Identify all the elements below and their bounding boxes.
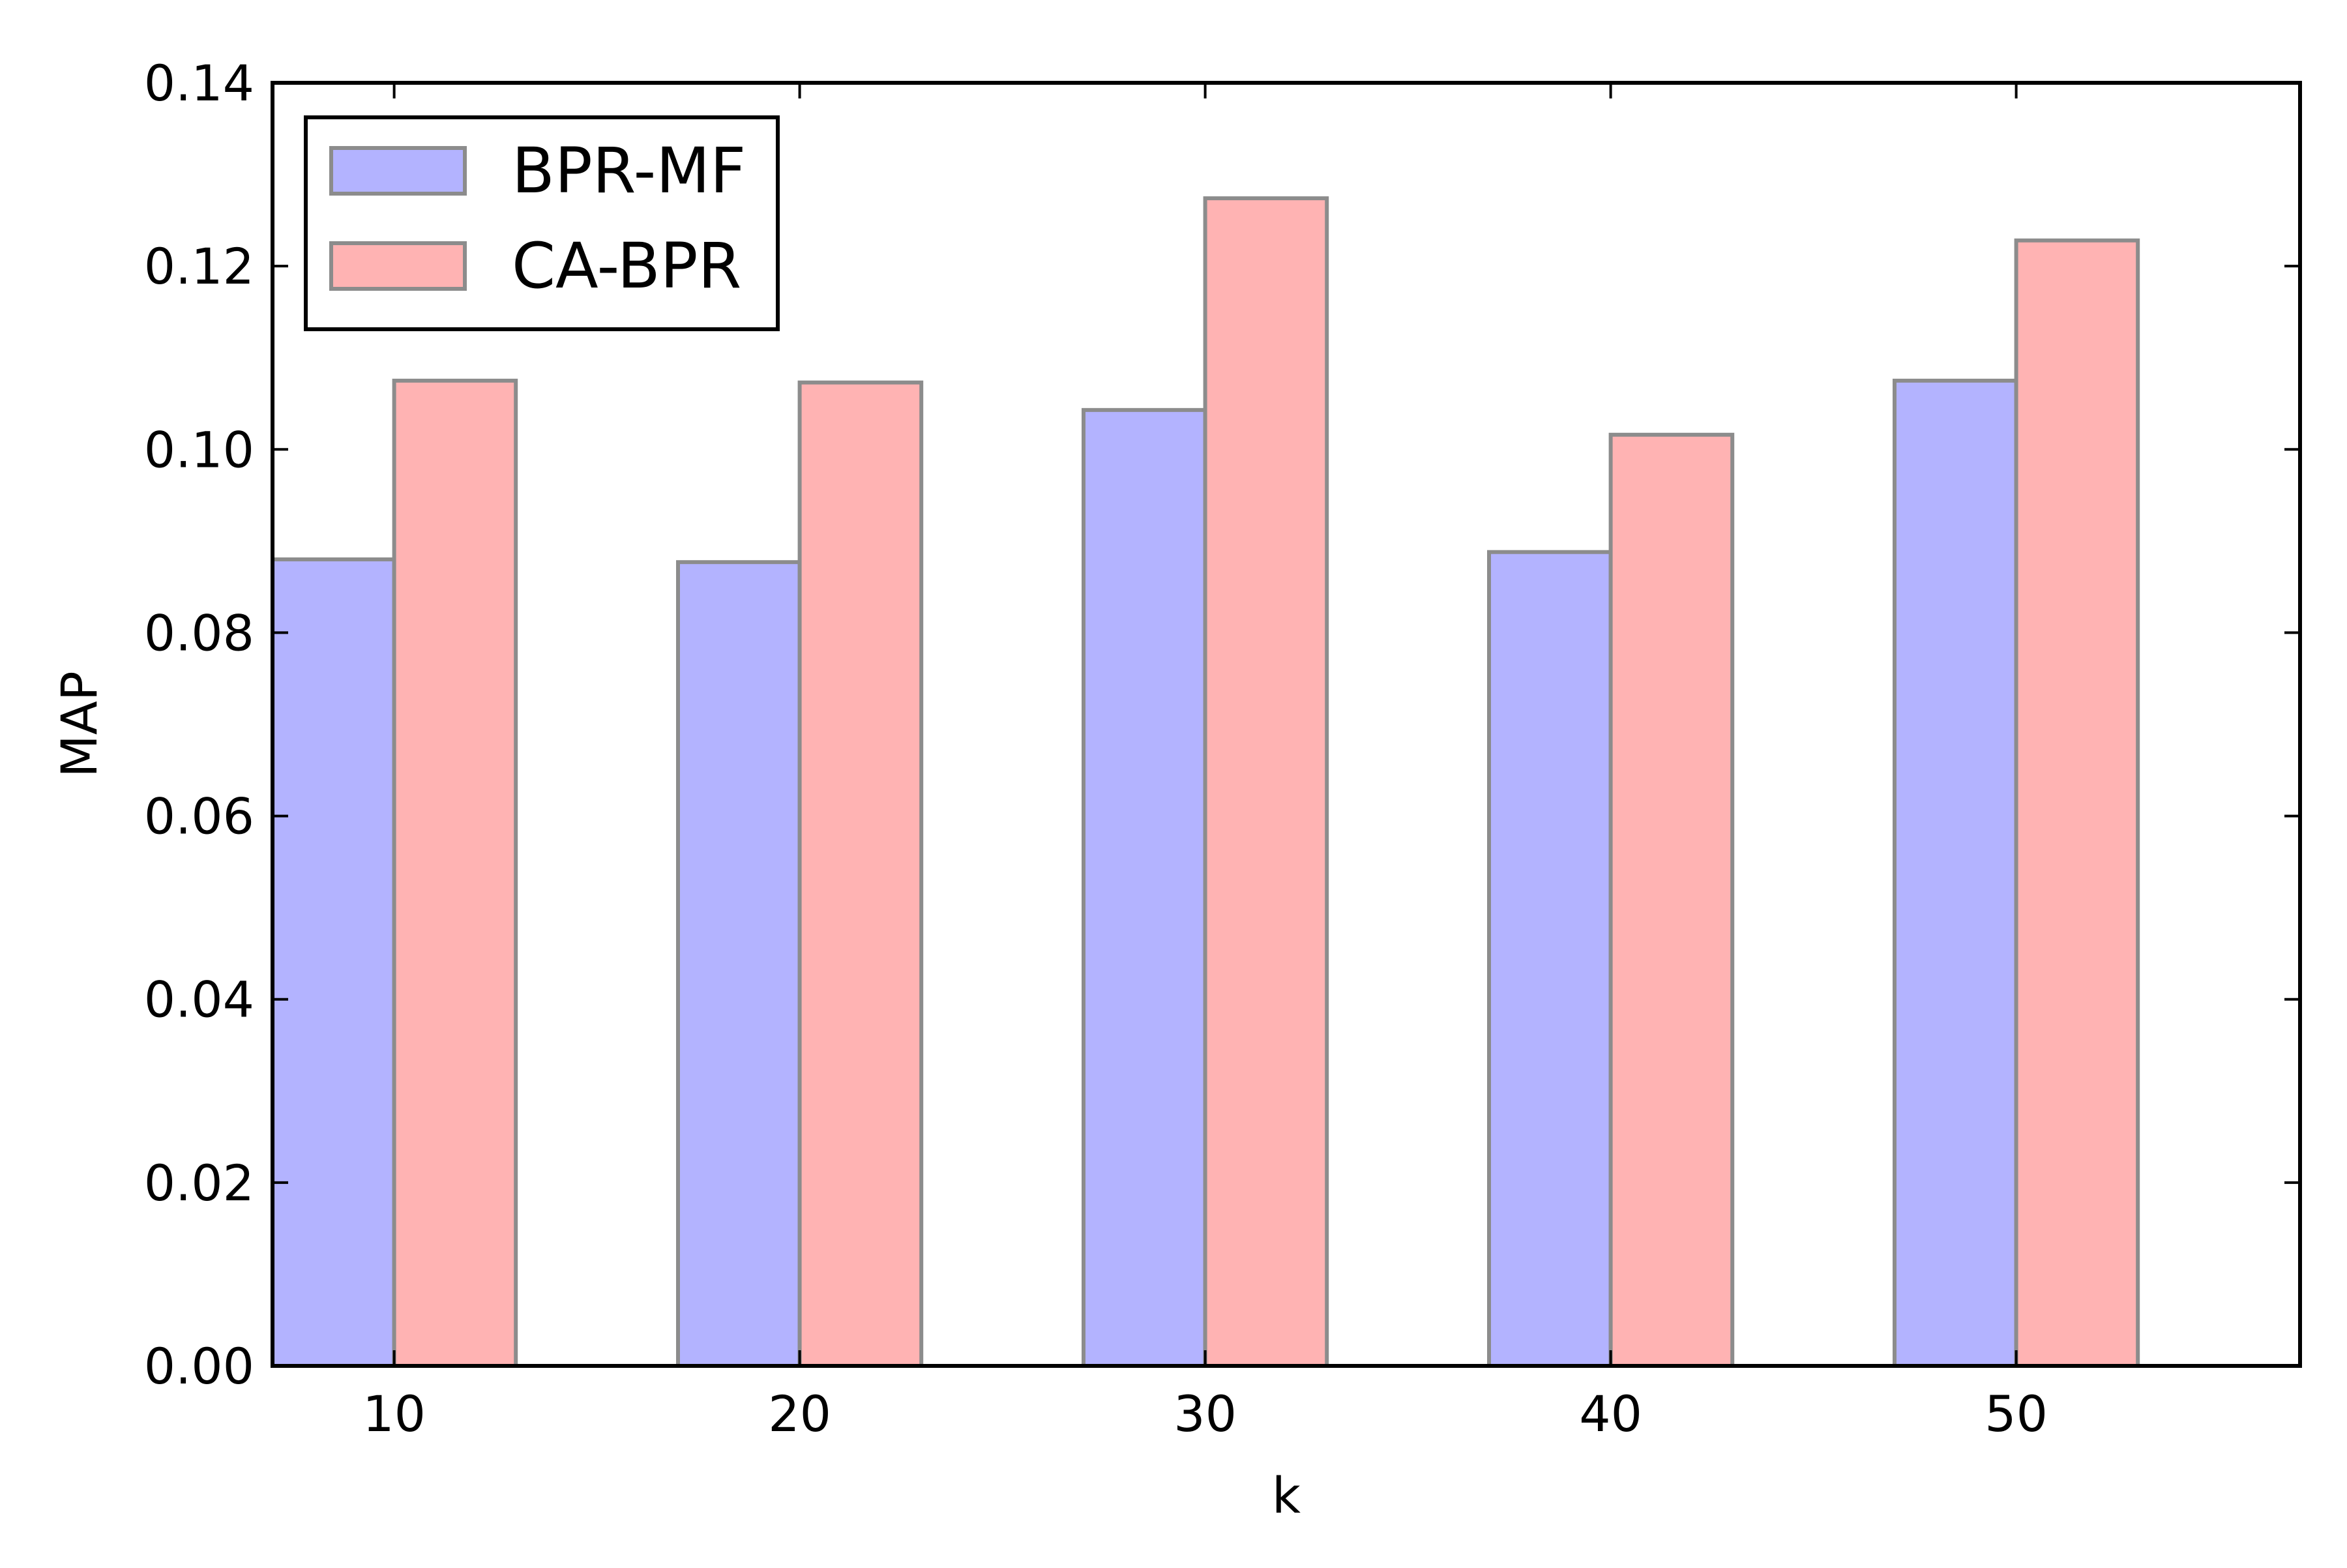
y-tick-label: 0.08	[144, 604, 254, 662]
y-tick-label: 0.12	[144, 237, 254, 295]
x-tick-label: 50	[1985, 1385, 2048, 1443]
legend: BPR-MF CA-BPR	[304, 115, 780, 331]
y-tick-label: 0.02	[144, 1154, 254, 1212]
bar-bpr-mf-40	[1487, 550, 1613, 1368]
bar-bpr-mf-10	[271, 557, 396, 1368]
legend-swatch-bpr-mf	[329, 146, 467, 196]
x-tick-label: 40	[1579, 1385, 1642, 1443]
y-axis-label: MAP	[50, 671, 108, 777]
y-tick-label: 0.06	[144, 788, 254, 846]
ticks-layer: 0.00 0.02 0.04 0.06 0.08 0.10 0.12 0.14 10 20 30 40…	[144, 54, 2300, 1443]
y-tick-label: 0.00	[144, 1337, 254, 1395]
bar-bpr-mf-50	[1893, 378, 2018, 1368]
bar-ca-bpr-20	[797, 380, 924, 1368]
x-tick-label: 10	[362, 1385, 426, 1443]
y-tick-label: 0.10	[144, 421, 254, 479]
x-tick-label: 30	[1174, 1385, 1237, 1443]
bar-bpr-mf-20	[676, 560, 802, 1368]
bar-bpr-mf-30	[1082, 407, 1207, 1368]
plot-frame	[271, 81, 2302, 1368]
bar-ca-bpr-30	[1203, 196, 1329, 1368]
x-axis-label: k	[1272, 1466, 1301, 1524]
bar-ca-bpr-50	[2014, 238, 2140, 1368]
y-tick-label: 0.04	[144, 971, 254, 1029]
legend-swatch-ca-bpr	[329, 241, 467, 291]
bar-ca-bpr-40	[1608, 432, 1735, 1368]
legend-label-ca-bpr: CA-BPR	[512, 229, 741, 303]
bars-layer	[271, 196, 2140, 1368]
x-tick-label: 20	[768, 1385, 831, 1443]
y-tick-label: 0.14	[144, 54, 254, 112]
legend-label-bpr-mf: BPR-MF	[512, 134, 746, 207]
bar-ca-bpr-10	[392, 378, 518, 1368]
